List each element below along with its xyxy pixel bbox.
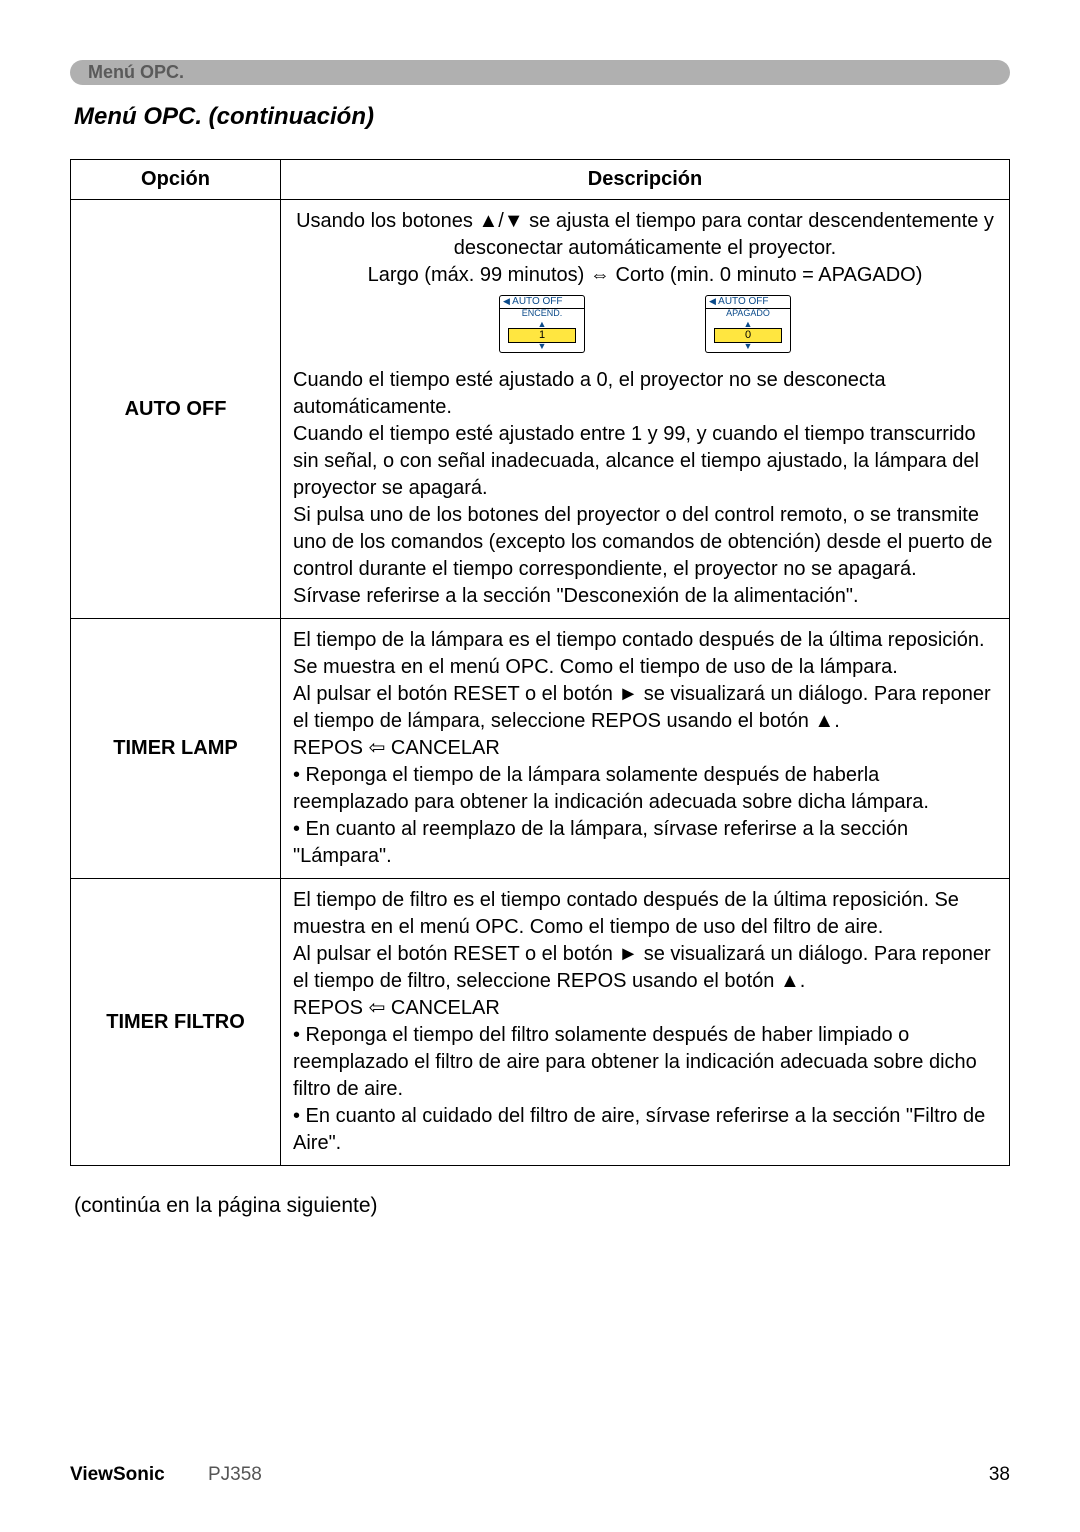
footer-model: PJ358 xyxy=(208,1464,262,1485)
description-cell: Usando los botones ▲/▼ se ajusta el tiem… xyxy=(281,200,1010,619)
auto-off-icon-row: ◀ AUTO OFF ENCEND. ▲ 1 ▼ ◀ AUTO OFF APAG… xyxy=(293,295,997,353)
footer-page-number: 38 xyxy=(989,1464,1010,1486)
auto-off-desc-top: Usando los botones ▲/▼ se ajusta el tiem… xyxy=(293,208,997,289)
col-header-description: Descripción xyxy=(281,160,1010,200)
table-row: TIMER LAMP El tiempo de la lámpara es el… xyxy=(71,619,1010,879)
col-header-option: Opción xyxy=(71,160,281,200)
section-title: Menú OPC. (continuación) xyxy=(74,103,1010,131)
auto-off-indicator-on: ◀ AUTO OFF ENCEND. ▲ 1 ▼ xyxy=(499,295,585,353)
table-header-row: Opción Descripción xyxy=(71,160,1010,200)
auto-off-desc-bottom: Cuando el tiempo esté ajustado a 0, el p… xyxy=(293,367,997,610)
footer-brand: ViewSonic xyxy=(70,1464,165,1485)
option-cell: AUTO OFF xyxy=(71,200,281,619)
table-row: AUTO OFF Usando los botones ▲/▼ se ajust… xyxy=(71,200,1010,619)
header-tag-bar: Menú OPC. xyxy=(70,60,1010,85)
option-cell: TIMER LAMP xyxy=(71,619,281,879)
auto-off-indicator-off: ◀ AUTO OFF APAGADO ▲ 0 ▼ xyxy=(705,295,791,353)
description-cell: El tiempo de la lámpara es el tiempo con… xyxy=(281,619,1010,879)
auto-off-top-label: AUTO OFF xyxy=(718,296,768,307)
description-cell: El tiempo de filtro es el tiempo contado… xyxy=(281,879,1010,1166)
table-row: TIMER FILTRO El tiempo de filtro es el t… xyxy=(71,879,1010,1166)
header-tag-text: Menú OPC. xyxy=(88,62,184,82)
auto-off-top-label: AUTO OFF xyxy=(512,296,562,307)
option-cell: TIMER FILTRO xyxy=(71,879,281,1166)
page-footer: ViewSonic PJ358 38 xyxy=(70,1464,1010,1486)
options-table: Opción Descripción AUTO OFF Usando los b… xyxy=(70,159,1010,1166)
footer-left: ViewSonic PJ358 xyxy=(70,1464,262,1486)
continue-note: (continúa en la página siguiente) xyxy=(74,1194,1010,1218)
